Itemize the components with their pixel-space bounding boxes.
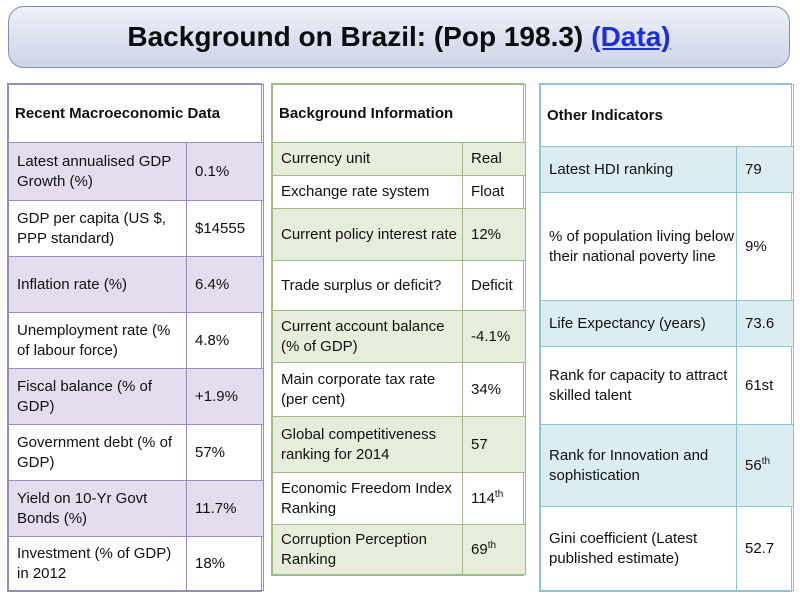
- row-value: 57%: [185, 424, 265, 481]
- value-number: 69: [471, 540, 488, 558]
- table-row: Trade surplus or deficit? Deficit: [272, 260, 527, 311]
- background-information-table: Background Information Currency unit Rea…: [271, 84, 527, 575]
- table-row: Yield on 10-Yr Govt Bonds (%) 11.7%: [8, 480, 265, 537]
- value-suffix: th: [761, 455, 771, 467]
- row-value: 69th: [461, 524, 527, 575]
- row-label: Latest HDI ranking: [540, 146, 737, 193]
- row-label: Exchange rate system: [272, 175, 463, 209]
- row-value: 12%: [461, 208, 527, 261]
- other-indicators-table: Other Indicators Latest HDI ranking 79 %…: [539, 84, 795, 591]
- row-label: Latest annualised GDP Growth (%): [8, 142, 187, 201]
- row-label: Government debt (% of GDP): [8, 424, 187, 481]
- row-label: Life Expectancy (years): [540, 300, 737, 347]
- table-row: Gini coefficient (Latest published estim…: [540, 506, 795, 591]
- background-information-panel: Background Information Currency unit Rea…: [271, 83, 527, 576]
- panel-header: Other Indicators: [539, 84, 795, 147]
- row-value: 18%: [185, 536, 265, 591]
- row-value: 34%: [461, 362, 527, 417]
- table-row: Corruption Perception Ranking 69th: [272, 524, 527, 575]
- row-label: GDP per capita (US $, PPP standard): [8, 200, 187, 257]
- row-label: Rank for Innovation and sophistication: [540, 424, 737, 507]
- row-label: Global competitiveness ranking for 2014: [272, 416, 463, 473]
- row-label: Fiscal balance (% of GDP): [8, 368, 187, 425]
- row-label: Current policy interest rate: [272, 208, 463, 261]
- table-row: % of population living below their natio…: [540, 192, 795, 301]
- row-value: 61st: [735, 346, 795, 425]
- row-value: +1.9%: [185, 368, 265, 425]
- table-row: GDP per capita (US $, PPP standard) $145…: [8, 200, 265, 257]
- row-value: 57: [461, 416, 527, 473]
- row-label: Investment (% of GDP) in 2012: [8, 536, 187, 591]
- row-label: % of population living below their natio…: [540, 192, 737, 301]
- row-value: Deficit: [461, 260, 527, 311]
- table-row: Latest HDI ranking 79: [540, 146, 795, 193]
- row-label: Current account balance (% of GDP): [272, 310, 463, 363]
- other-indicators-panel: Other Indicators Latest HDI ranking 79 %…: [539, 83, 795, 592]
- table-row: Fiscal balance (% of GDP) +1.9%: [8, 368, 265, 425]
- table-row: Life Expectancy (years) 73.6: [540, 300, 795, 347]
- table-row: Unemployment rate (% of labour force) 4.…: [8, 312, 265, 369]
- value-suffix: th: [487, 539, 497, 551]
- panel-header: Recent Macroeconomic Data: [7, 84, 265, 143]
- row-value: Float: [461, 175, 527, 209]
- table-row: Global competitiveness ranking for 2014 …: [272, 416, 527, 473]
- row-value: 6.4%: [185, 256, 265, 313]
- row-value: 79: [735, 146, 795, 193]
- row-label: Inflation rate (%): [8, 256, 187, 313]
- table-row: Investment (% of GDP) in 2012 18%: [8, 536, 265, 591]
- row-label: Currency unit: [272, 142, 463, 176]
- title-text: Background on Brazil: (Pop 198.3): [127, 21, 584, 52]
- table-row: Current policy interest rate 12%: [272, 208, 527, 261]
- table-row: Main corporate tax rate (per cent) 34%: [272, 362, 527, 417]
- value-number: 114: [471, 489, 495, 507]
- row-label: Main corporate tax rate (per cent): [272, 362, 463, 417]
- row-value: 11.7%: [185, 480, 265, 537]
- row-value: 56th: [735, 424, 795, 507]
- row-label: Rank for capacity to attract skilled tal…: [540, 346, 737, 425]
- table-row: Rank for Innovation and sophistication 5…: [540, 424, 795, 507]
- row-value: Real: [461, 142, 527, 176]
- row-value: $14555: [185, 200, 265, 257]
- row-value: 9%: [735, 192, 795, 301]
- row-label: Yield on 10-Yr Govt Bonds (%): [8, 480, 187, 537]
- data-link[interactable]: (Data): [591, 21, 671, 52]
- table-row: Government debt (% of GDP) 57%: [8, 424, 265, 481]
- row-label: Corruption Perception Ranking: [272, 524, 463, 575]
- macroeconomic-data-panel: Recent Macroeconomic Data Latest annuali…: [7, 83, 265, 592]
- row-value: 4.8%: [185, 312, 265, 369]
- value-suffix: th: [494, 488, 504, 500]
- row-label: Gini coefficient (Latest published estim…: [540, 506, 737, 591]
- row-label: Economic Freedom Index Ranking: [272, 472, 463, 525]
- table-row: Exchange rate system Float: [272, 175, 527, 209]
- page-title: Background on Brazil: (Pop 198.3) (Data): [8, 6, 790, 68]
- row-value: 0.1%: [185, 142, 265, 201]
- table-row: Latest annualised GDP Growth (%) 0.1%: [8, 142, 265, 201]
- row-label: Trade surplus or deficit?: [272, 260, 463, 311]
- row-value: -4.1%: [461, 310, 527, 363]
- row-value: 114th: [461, 472, 527, 525]
- table-row: Rank for capacity to attract skilled tal…: [540, 346, 795, 425]
- table-row: Current account balance (% of GDP) -4.1%: [272, 310, 527, 363]
- macroeconomic-data-table: Recent Macroeconomic Data Latest annuali…: [7, 84, 265, 591]
- row-label: Unemployment rate (% of labour force): [8, 312, 187, 369]
- row-value: 73.6: [735, 300, 795, 347]
- table-row: Inflation rate (%) 6.4%: [8, 256, 265, 313]
- row-value: 52.7: [735, 506, 795, 591]
- table-row: Economic Freedom Index Ranking 114th: [272, 472, 527, 525]
- value-number: 56: [745, 456, 762, 474]
- panel-header: Background Information: [271, 84, 527, 143]
- table-row: Currency unit Real: [272, 142, 527, 176]
